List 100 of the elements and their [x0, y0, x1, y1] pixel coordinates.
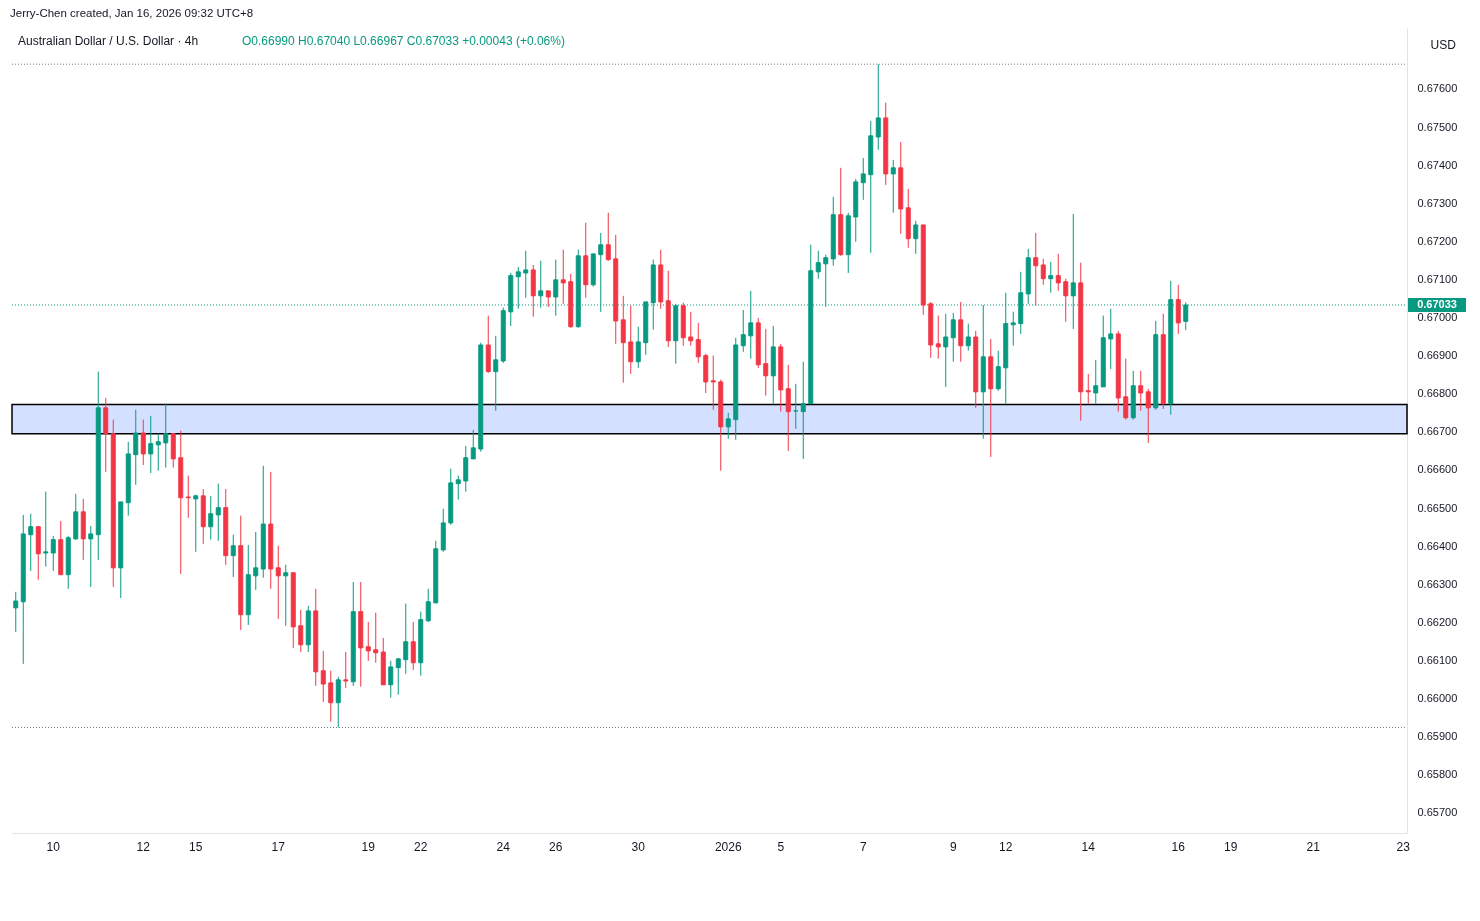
candlestick [710, 355, 716, 411]
x-tick-label: 17 [271, 839, 286, 854]
candlestick [793, 383, 799, 430]
candlestick [463, 445, 469, 493]
x-tick-label: 22 [414, 839, 428, 854]
y-tick-label: 0.66100 [1417, 653, 1458, 666]
x-tick-label: 2026 [714, 839, 742, 854]
candlestick [373, 612, 379, 664]
candlestick [1093, 359, 1099, 405]
x-tick-label: 15 [189, 839, 203, 854]
y-tick-label: 0.67600 [1417, 82, 1458, 95]
y-tick-label: 0.67200 [1417, 234, 1458, 247]
candlestick [230, 534, 236, 578]
candlestick [1108, 308, 1114, 370]
candlestick [493, 335, 499, 412]
candlestick [748, 290, 754, 360]
candlestick [965, 323, 971, 352]
candlestick [193, 494, 199, 553]
candlestick [1033, 232, 1039, 307]
candlestick [695, 322, 701, 364]
candlestick [140, 419, 146, 466]
candlestick [823, 254, 829, 308]
y-tick-label: 0.66900 [1417, 349, 1458, 362]
candlestick [523, 250, 529, 299]
candlestick [320, 650, 326, 703]
x-tick-label: 19 [1224, 839, 1238, 854]
candlestick [560, 249, 566, 305]
candlestick [1085, 373, 1091, 405]
candlestick [538, 260, 544, 309]
candlestick [425, 588, 431, 623]
y-tick-label: 0.66600 [1417, 463, 1458, 476]
y-tick-label: 0.66400 [1417, 539, 1458, 552]
candlestick [950, 312, 956, 363]
candlestick [605, 212, 611, 262]
y-tick-label: 0.66000 [1417, 692, 1458, 705]
candlestick [275, 545, 281, 620]
y-tick-label: 0.65900 [1417, 730, 1458, 743]
candlestick [763, 328, 769, 397]
candlestick [1040, 258, 1046, 286]
candlestick [635, 326, 641, 369]
candlestick [935, 315, 941, 360]
x-tick-label: 12 [136, 839, 151, 854]
candlestick [725, 412, 731, 440]
y-tick-label: 0.66500 [1417, 501, 1458, 514]
candlestick [1123, 358, 1129, 421]
candlestick [148, 415, 154, 474]
candlestick [860, 157, 866, 201]
candlestick [388, 660, 394, 699]
y-tick-label: 0.65800 [1417, 768, 1458, 781]
candlestick [470, 429, 476, 460]
candlestick [133, 409, 139, 486]
candlestick [395, 657, 401, 696]
y-tick-label: 0.67300 [1417, 196, 1458, 209]
candlestick [688, 311, 694, 347]
candlestick [253, 531, 259, 591]
y-tick-label: 0.67000 [1417, 311, 1458, 324]
candlestick [620, 295, 626, 384]
candlestick [365, 621, 371, 662]
candlestick [800, 361, 806, 460]
candlestick [155, 433, 161, 472]
candlestick [628, 305, 634, 375]
candlestick [88, 525, 94, 588]
candlestick [875, 63, 881, 151]
candlestick [410, 621, 416, 671]
y-tick-label: 0.65700 [1417, 806, 1458, 819]
x-tick-label: 10 [46, 839, 61, 854]
y-tick-label: 0.67400 [1417, 158, 1458, 171]
candlestick [43, 491, 49, 568]
ref-line-label: 0.67033 [1417, 297, 1457, 310]
y-tick-label: 0.66200 [1417, 615, 1458, 628]
candlestick [598, 232, 604, 313]
candlestick [890, 159, 896, 214]
candlestick [995, 350, 1001, 392]
candlestick [815, 250, 821, 280]
y-axis-title: USD [1430, 37, 1457, 52]
candlestick [1048, 261, 1054, 294]
candlestick [403, 603, 409, 675]
candlestick [1063, 278, 1069, 323]
y-tick-label: 0.66300 [1417, 577, 1458, 590]
x-tick-label: 23 [1396, 839, 1411, 854]
x-tick-label: 7 [859, 839, 867, 854]
candlestick [913, 220, 919, 255]
candlestick [335, 676, 341, 728]
candlestick [1010, 311, 1016, 347]
candlestick [1055, 253, 1061, 292]
x-tick-label: 14 [1081, 839, 1096, 854]
x-tick-label: 16 [1171, 839, 1186, 854]
candlestick [943, 313, 949, 388]
y-tick-label: 0.66800 [1417, 387, 1458, 400]
x-tick-label: 5 [777, 839, 785, 854]
candlestick [1145, 388, 1151, 444]
candlestick [1175, 284, 1181, 335]
candlestick [785, 364, 791, 452]
candlestick [1138, 370, 1144, 412]
x-tick-label: 19 [361, 839, 376, 854]
candlestick [328, 670, 334, 723]
candlestick [343, 651, 349, 689]
x-tick-label: 26 [549, 839, 563, 854]
x-tick-label: 24 [496, 839, 511, 854]
candlestick [740, 309, 746, 353]
